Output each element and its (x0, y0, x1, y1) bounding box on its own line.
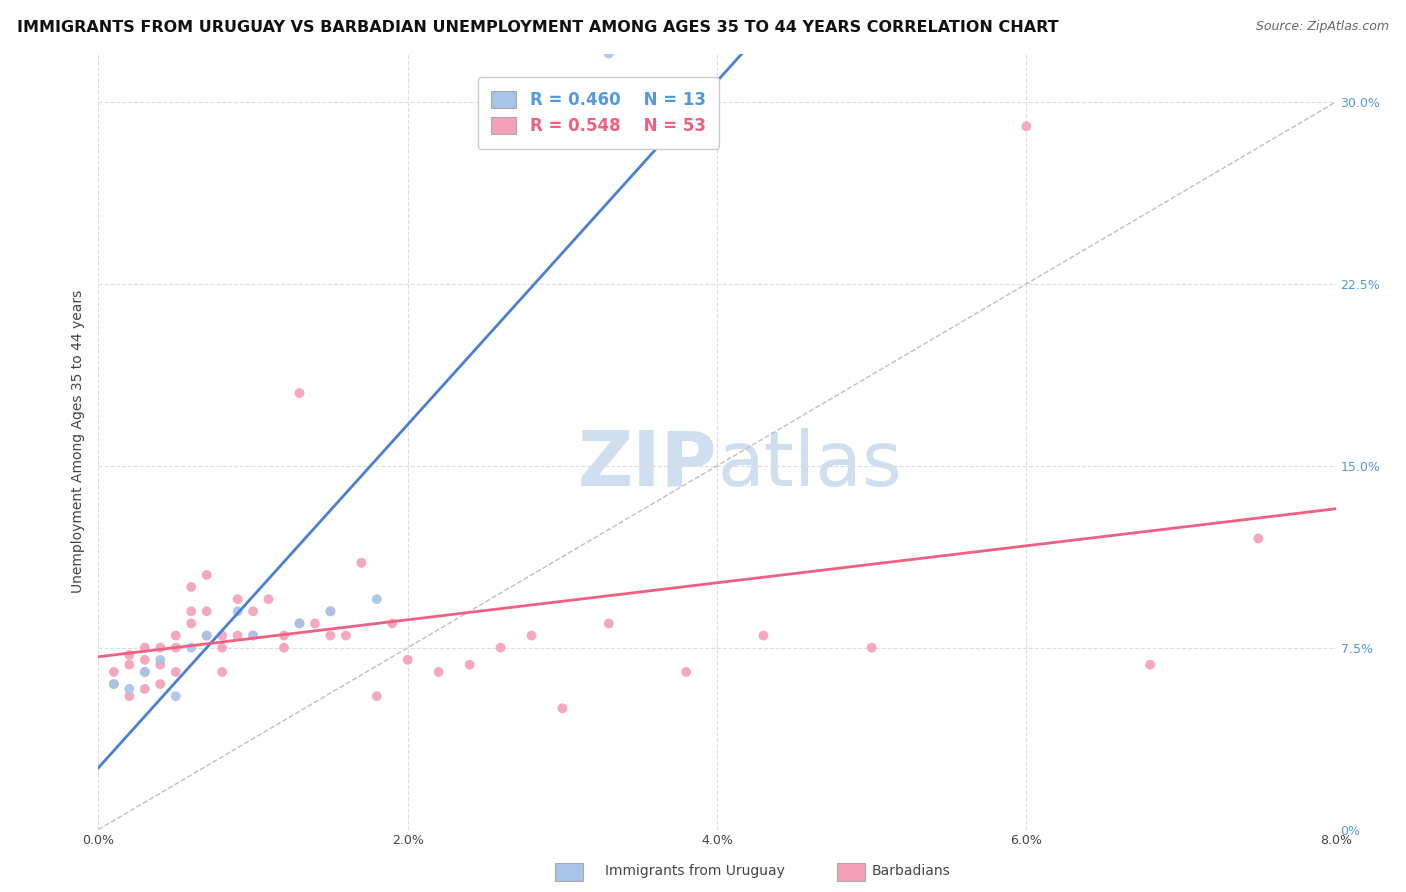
Point (180, 640, 202, 655)
Text: Immigrants from Uruguay: Immigrants from Uruguay (605, 863, 785, 878)
Point (257, 592, 280, 607)
Point (242, 604, 264, 618)
Point (165, 628, 187, 642)
Point (180, 616, 202, 631)
Point (396, 653, 419, 667)
Point (149, 640, 172, 655)
Point (335, 628, 357, 642)
Point (195, 628, 218, 642)
Point (149, 653, 172, 667)
Point (551, 701, 574, 715)
Point (149, 677, 172, 691)
Point (134, 665, 156, 679)
Point (118, 657, 141, 672)
Y-axis label: Unemployment Among Ages 35 to 44 years: Unemployment Among Ages 35 to 44 years (70, 290, 84, 593)
Point (860, 640, 883, 655)
Text: ZIP: ZIP (578, 428, 717, 502)
Point (458, 657, 481, 672)
Point (103, 677, 125, 691)
Legend: R = 0.460    N = 13, R = 0.548    N = 53: R = 0.460 N = 13, R = 0.548 N = 53 (478, 78, 718, 149)
Point (427, 665, 450, 679)
Text: Barbadians: Barbadians (872, 863, 950, 878)
Point (195, 628, 218, 642)
Point (319, 604, 342, 618)
Point (195, 604, 218, 618)
Point (598, 46, 620, 61)
Point (381, 616, 404, 631)
Point (103, 665, 125, 679)
Point (288, 616, 311, 631)
Point (304, 616, 326, 631)
Point (118, 689, 141, 703)
Point (242, 628, 264, 642)
Point (226, 628, 249, 642)
Point (242, 628, 264, 642)
Point (319, 628, 342, 642)
Point (273, 640, 295, 655)
Text: Source: ZipAtlas.com: Source: ZipAtlas.com (1256, 20, 1389, 33)
Point (118, 648, 141, 662)
Point (598, 616, 620, 631)
Point (366, 689, 388, 703)
Point (273, 628, 295, 642)
Point (226, 604, 249, 618)
Point (1247, 532, 1270, 546)
Point (134, 665, 156, 679)
Point (288, 616, 311, 631)
Point (520, 628, 543, 642)
Point (165, 640, 187, 655)
Point (134, 653, 156, 667)
Text: IMMIGRANTS FROM URUGUAY VS BARBADIAN UNEMPLOYMENT AMONG AGES 35 TO 44 YEARS CORR: IMMIGRANTS FROM URUGUAY VS BARBADIAN UNE… (17, 20, 1059, 35)
Point (149, 657, 172, 672)
Point (226, 592, 249, 607)
Point (319, 604, 342, 618)
Point (134, 681, 156, 696)
Point (211, 628, 233, 642)
Text: atlas: atlas (717, 428, 901, 502)
Point (211, 665, 233, 679)
Point (366, 592, 388, 607)
Point (288, 386, 311, 401)
Point (195, 568, 218, 582)
Point (165, 665, 187, 679)
Point (1139, 657, 1161, 672)
Point (180, 604, 202, 618)
Point (134, 640, 156, 655)
Point (211, 640, 233, 655)
Point (489, 640, 512, 655)
Point (103, 677, 125, 691)
Point (118, 681, 141, 696)
Point (165, 689, 187, 703)
Point (752, 628, 775, 642)
Point (675, 665, 697, 679)
Point (180, 580, 202, 594)
Point (350, 556, 373, 570)
Point (1015, 120, 1038, 134)
